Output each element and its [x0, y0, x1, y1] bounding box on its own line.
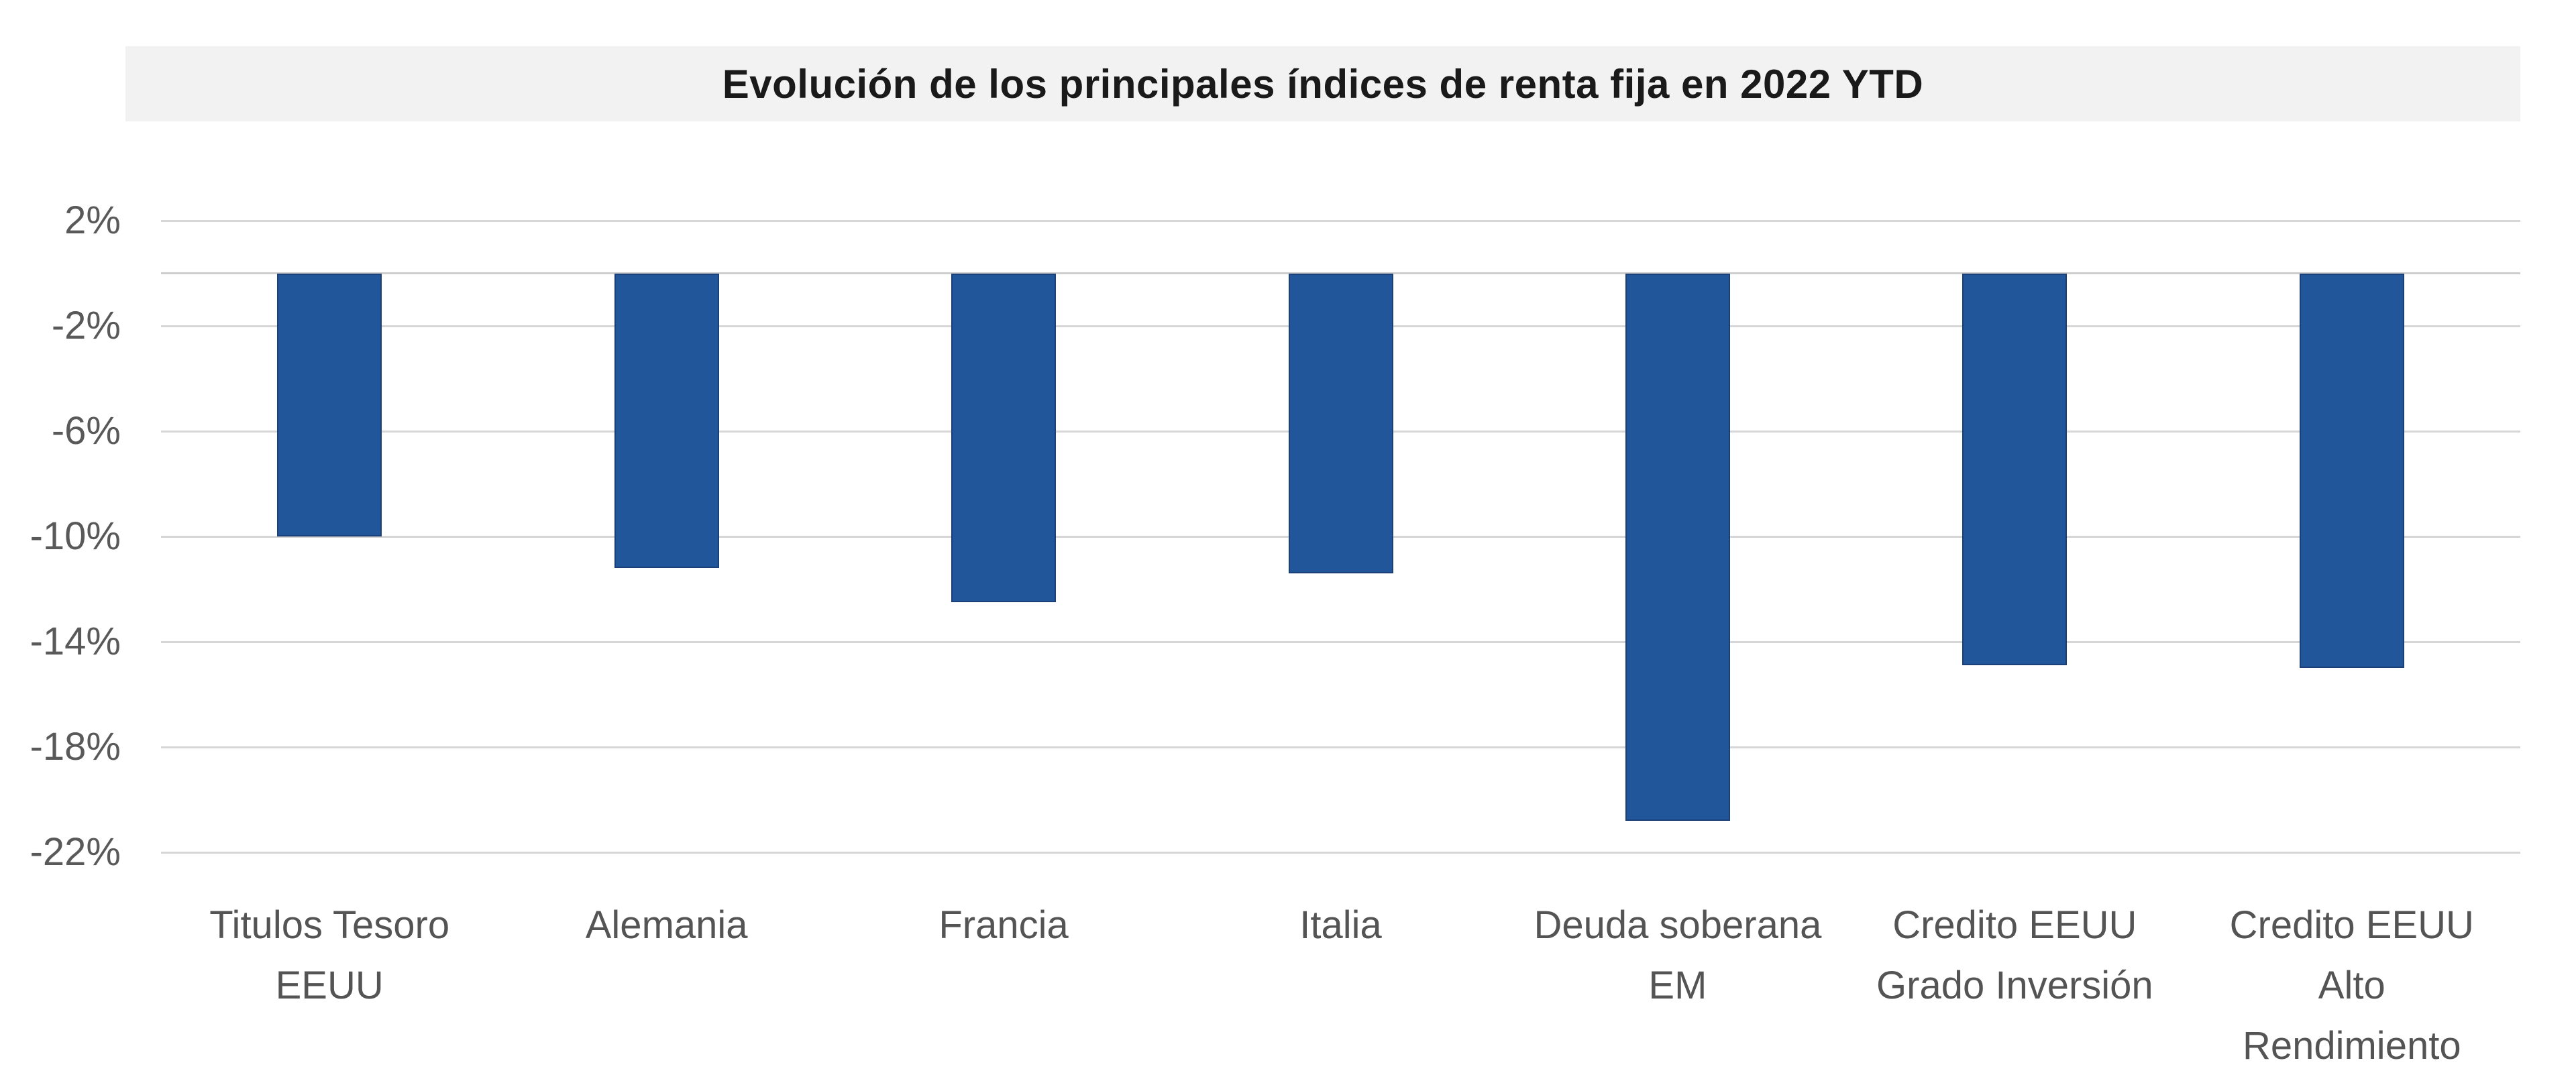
- bar: [2299, 273, 2404, 669]
- x-category-label-line: Alto: [2318, 964, 2385, 1007]
- gridline: [161, 640, 2520, 643]
- chart-title-bar: Evolución de los principales índices de …: [125, 46, 2520, 121]
- x-category-label-line: EM: [1648, 964, 1707, 1007]
- x-category-label: Alemania: [502, 895, 831, 956]
- y-tick-label: -18%: [30, 725, 121, 769]
- plot-area: [161, 219, 2520, 854]
- x-axis: Titulos Tesoro EEUU Alemania Francia Italia D…: [161, 895, 2520, 1081]
- x-category-label: Credito EEUU Grado Inversión: [1850, 895, 2179, 1016]
- x-category-label: Italia: [1177, 895, 1505, 956]
- x-category-label-line: Alemania: [585, 903, 748, 947]
- y-tick-label: -22%: [30, 830, 121, 874]
- y-tick-label: 2%: [64, 198, 121, 242]
- bar: [1288, 273, 1393, 573]
- x-category-label-line: Rendimiento: [2242, 1024, 2461, 1068]
- x-category-label-line: Credito EEUU: [2229, 903, 2474, 947]
- x-category-label-line: Credito EEUU: [1892, 903, 2137, 947]
- x-category-label-line: EEUU: [275, 964, 384, 1007]
- x-category-label: Credito EEUU Alto Rendimiento: [2188, 895, 2516, 1076]
- bar: [277, 273, 382, 536]
- y-tick-label: -2%: [51, 304, 121, 347]
- y-tick-label: -14%: [30, 620, 121, 663]
- x-category-label-line: Grado Inversión: [1876, 964, 2153, 1007]
- chart-title: Evolución de los principales índices de …: [722, 61, 1924, 107]
- x-category-label: Deuda soberana EM: [1513, 895, 1842, 1016]
- y-tick-label: -10%: [30, 514, 121, 558]
- x-category-label-line: Francia: [938, 903, 1069, 947]
- bar: [614, 273, 719, 569]
- y-tick-label: -6%: [51, 409, 121, 453]
- x-category-label-line: Titulos Tesoro: [209, 903, 450, 947]
- y-axis: 2% -2% -6% -10% -14% -18% -22%: [0, 198, 121, 874]
- gridline: [161, 746, 2520, 748]
- bar: [1625, 273, 1730, 821]
- bar: [1962, 273, 2068, 666]
- x-category-label: Titulos Tesoro EEUU: [165, 895, 494, 1016]
- x-category-label: Francia: [839, 895, 1168, 956]
- gridline: [161, 219, 2520, 222]
- bar: [951, 273, 1057, 603]
- gridline: [161, 851, 2520, 854]
- x-category-label-line: Deuda soberana: [1534, 903, 1822, 947]
- x-category-label-line: Italia: [1299, 903, 1382, 947]
